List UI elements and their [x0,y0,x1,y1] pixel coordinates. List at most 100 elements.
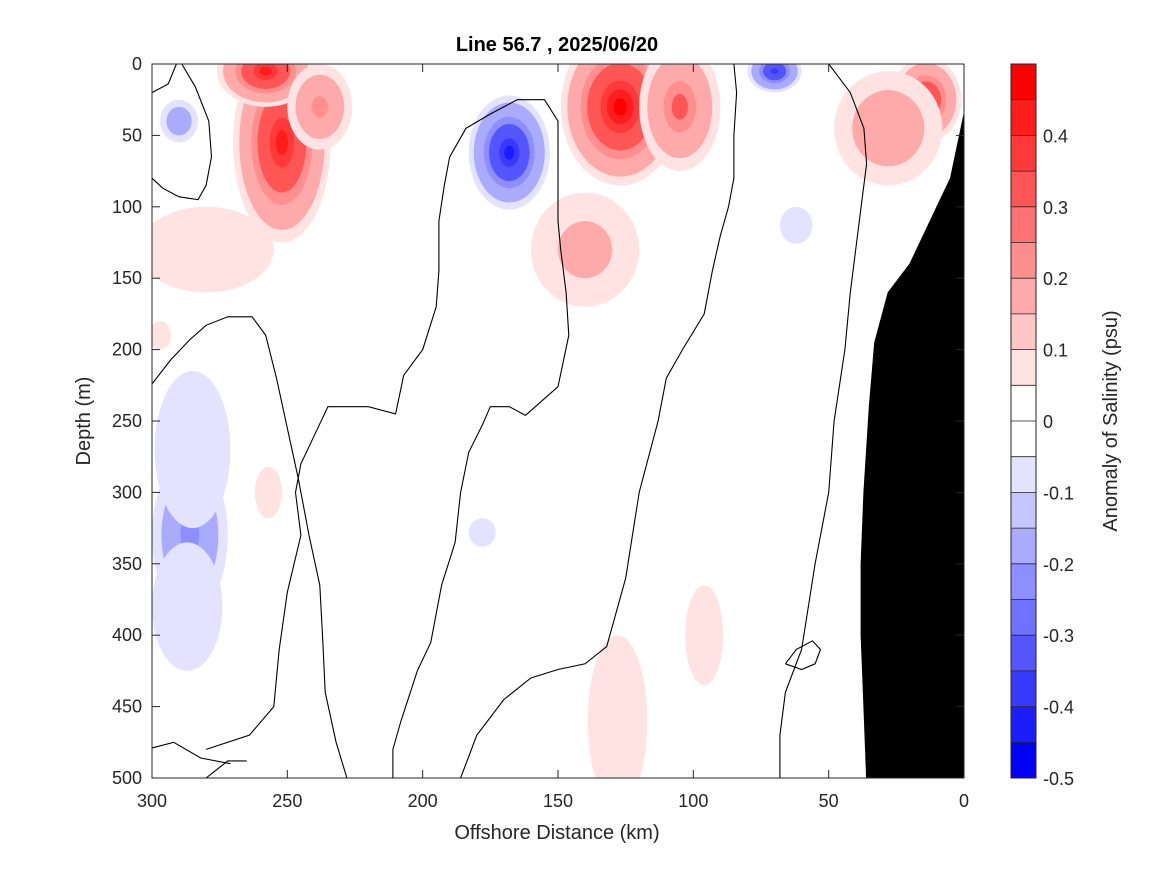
x-tick-label: 300 [137,791,167,811]
anomaly-contour-fill [152,321,171,350]
anomaly-feature [154,371,231,529]
colorbar-segment [1011,528,1036,565]
colorbar-segment [1011,278,1036,315]
y-tick-label: 250 [112,411,142,431]
colorbar-tick-label: 0.1 [1043,341,1068,361]
colorbar-tick-label: -0.2 [1043,555,1074,575]
anomaly-feature [685,585,724,686]
anomaly-feature [779,206,813,244]
anomaly-contour-fill [770,68,779,75]
x-tick-label: 100 [678,791,708,811]
y-tick-label: 450 [112,697,142,717]
y-tick-label: 350 [112,554,142,574]
anomaly-field [152,64,964,778]
colorbar-tick-label: -0.1 [1043,483,1074,503]
zero-contour-line [205,760,247,778]
anomaly-feature [152,321,171,350]
zero-contour-line [779,64,868,778]
anomaly-feature [468,518,496,547]
y-tick-label: 300 [112,482,142,502]
seafloor-bathymetry [860,113,964,778]
zero-contour-line [152,741,231,765]
anomaly-contour-fill [152,206,274,293]
colorbar-segment [1011,242,1036,279]
colorbar-segment [1011,349,1036,386]
x-tick-label: 200 [408,791,438,811]
x-tick-label: 0 [959,791,969,811]
anomaly-feature [530,192,640,307]
colorbar-segment [1011,313,1036,351]
zero-contour-line [784,640,822,671]
anomaly-feature [747,64,802,93]
colorbar-segment [1011,64,1036,101]
zero-contour-line [460,64,738,778]
colorbar-segment [1011,99,1036,136]
y-tick-label: 50 [122,125,142,145]
colorbar-segment [1011,670,1036,708]
anomaly-contour-fill [152,542,223,671]
anomaly-feature [468,95,550,210]
anomaly-contour-fill [779,206,813,244]
anomaly-contour-fill [613,98,627,116]
anomaly-feature [834,71,943,186]
colorbar-tick-label: 0.3 [1043,198,1068,218]
y-tick-label: 150 [112,268,142,288]
chart-title: Line 56.7 , 2025/06/20 [456,34,658,56]
y-axis-label: Depth (m) [73,377,95,466]
colorbar-tick-label: 0.2 [1043,269,1068,289]
anomaly-contour-fill [468,518,496,547]
x-tick-label: 50 [819,791,839,811]
anomaly-contour-fill [587,635,648,778]
y-tick-label: 200 [112,340,142,360]
zero-contour-line [152,316,348,778]
x-axis-label: Offshore Distance (km) [454,822,659,844]
anomaly-contour-fill [311,96,328,118]
anomaly-contour-fill [870,109,907,148]
anomaly-contour-fill [504,145,515,160]
anomaly-feature [254,466,282,519]
colorbar-segment [1011,706,1036,743]
colorbar-tick-label: 0 [1043,412,1053,432]
x-tick-label: 150 [543,791,573,811]
colorbar-segment [1011,135,1036,172]
colorbar-segment [1011,171,1036,208]
anomaly-contour-fill [152,235,174,279]
x-tick-label: 250 [272,791,302,811]
anomaly-contour-fill [558,221,613,279]
anomaly-feature [287,64,353,150]
colorbar-segment [1011,599,1036,636]
anomaly-feature [160,99,199,143]
anomaly-feature [152,542,223,671]
anomaly-contour-fill [671,93,688,120]
colorbar-segment [1011,206,1036,243]
zero-contour-line [205,99,570,778]
colorbar-segment [1011,421,1036,458]
anomaly-feature [152,235,174,279]
y-tick-label: 400 [112,625,142,645]
colorbar-segment [1011,742,1036,779]
y-tick-label: 100 [112,197,142,217]
colorbar-frame [1010,63,1037,779]
zero-contour-line [152,64,177,94]
colorbar-segment [1011,456,1036,493]
colorbar-segment [1011,563,1036,600]
colorbar-segment [1011,385,1036,422]
y-tick-label: 0 [132,54,142,74]
anomaly-contour-fill [254,466,282,519]
colorbar: 0.4 0.3 0.2 0.1 0 -0.1 -0.2 -0.3 -0.4 -0.5 [1010,63,1074,789]
colorbar-segment [1011,635,1036,672]
anomaly-feature [152,206,274,293]
anomaly-contour-fill [154,371,231,529]
colorbar-segment [1011,492,1036,529]
zero-contour-line [152,64,213,201]
anomaly-contour-fill [685,585,724,686]
y-tick-label: 500 [112,768,142,788]
colorbar-tick-label: -0.5 [1043,769,1074,789]
anomaly-feature [587,635,648,778]
colorbar-tick-label: 0.4 [1043,126,1068,146]
anomaly-feature [639,64,721,172]
colorbar-label: Anomaly of Salinity (psu) [1100,310,1122,531]
colorbar-tick-label: -0.4 [1043,698,1074,718]
